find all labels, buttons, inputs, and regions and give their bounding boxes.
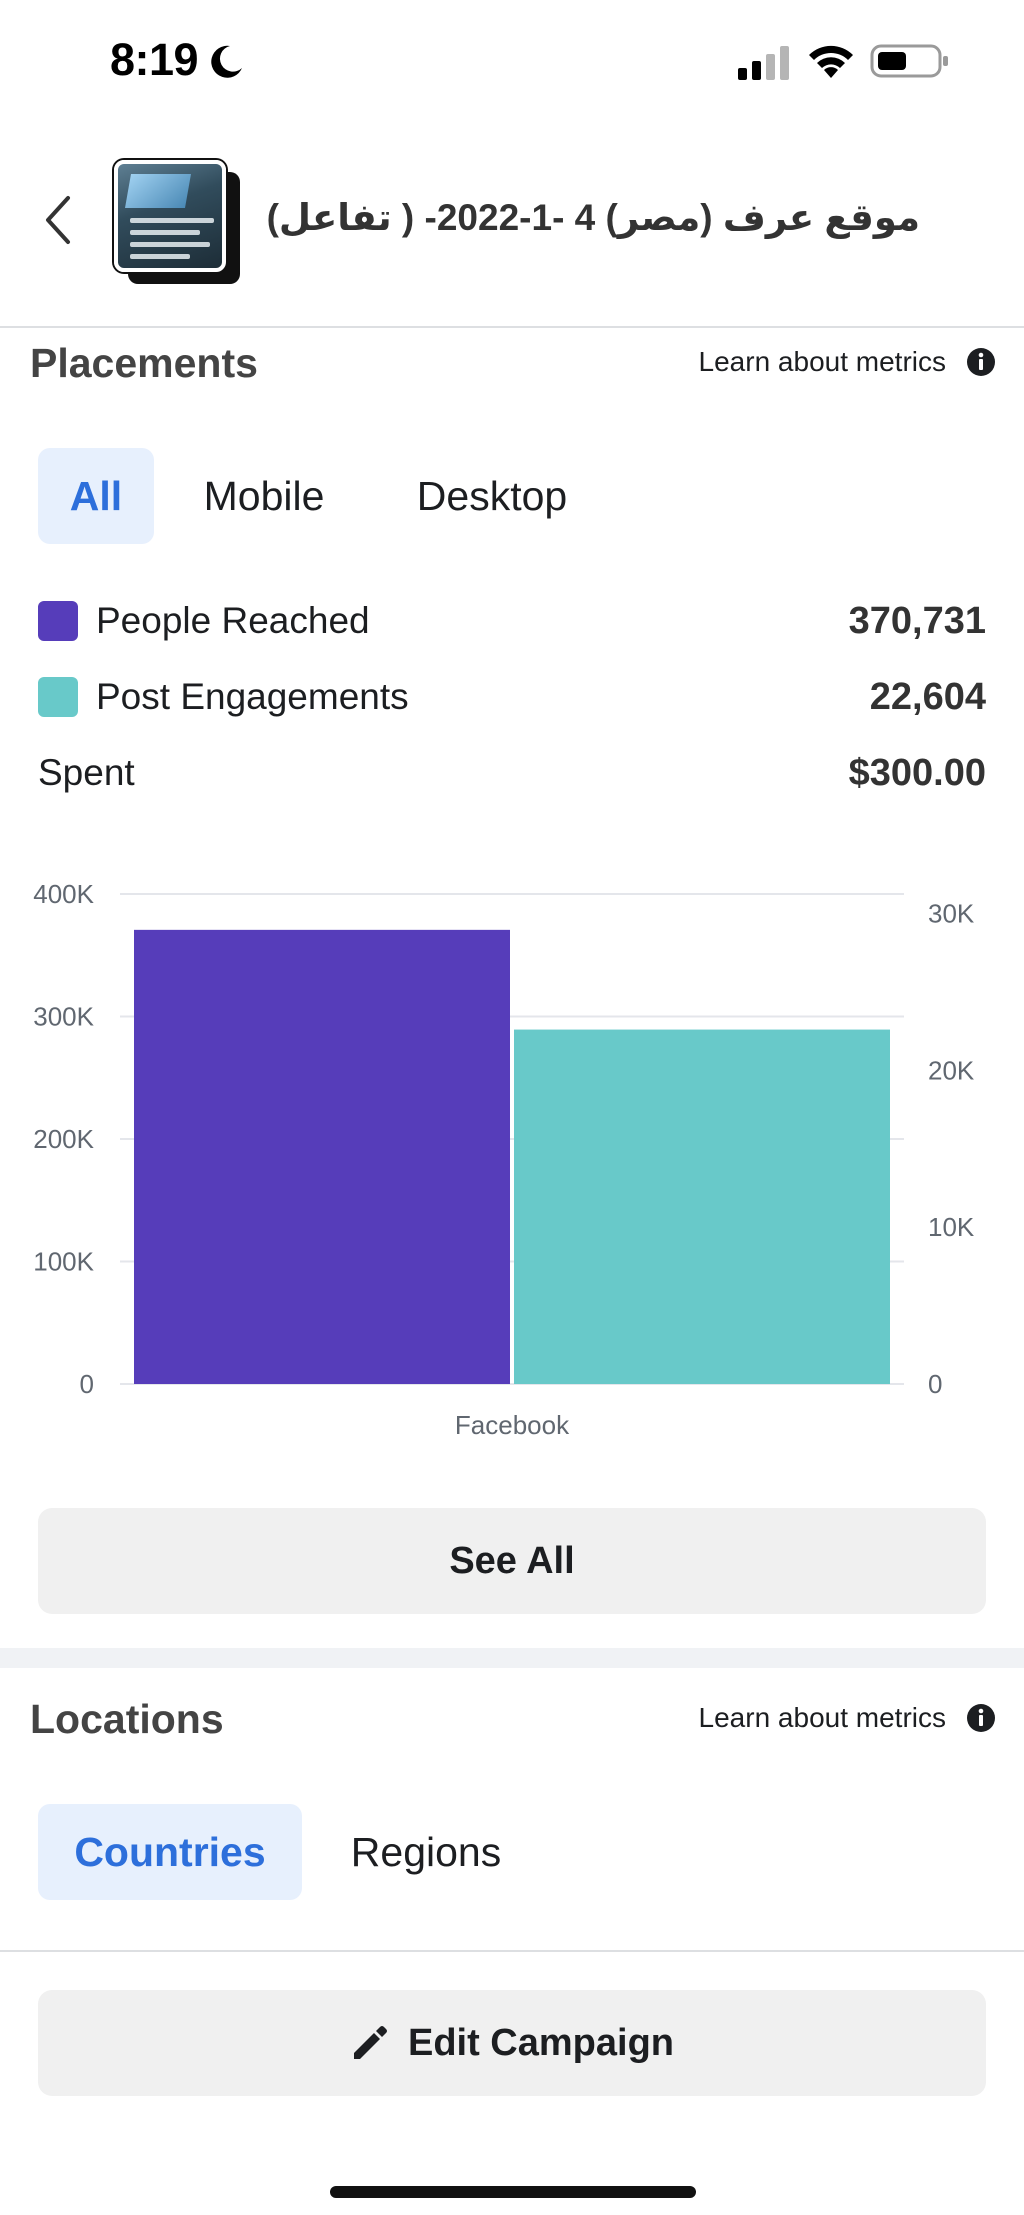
- campaign-header: موقع عرف (مصر) 4 -1-2022- ( تفاعل): [0, 130, 1024, 328]
- right-axis-tick-label: 0: [928, 1369, 942, 1399]
- left-axis-tick-label: 300K: [33, 1002, 94, 1032]
- right-axis-tick-label: 20K: [928, 1055, 975, 1085]
- pencil-icon: [353, 2026, 387, 2059]
- metric-value: $300.00: [848, 751, 986, 794]
- section-divider: [0, 1648, 1024, 1668]
- edit-campaign-label: Edit Campaign: [407, 2021, 675, 2064]
- campaign-thumbnail: [112, 158, 244, 290]
- placements-learn-metrics-link[interactable]: Learn about metrics: [698, 346, 946, 377]
- tab-countries[interactable]: Countries: [38, 1804, 302, 1900]
- bar-people-reached: [134, 929, 510, 1384]
- status-bar: 8:19: [0, 0, 1024, 120]
- post-engagements-swatch: [38, 677, 78, 717]
- info-icon[interactable]: [966, 347, 996, 377]
- info-icon[interactable]: [966, 1703, 996, 1733]
- tab-mobile[interactable]: Mobile: [203, 472, 325, 519]
- metric-value: 22,604: [869, 675, 986, 718]
- placements-bar-chart: 0 100K 200K 300K 400K 0 10K 20K 30K Facebook: [0, 860, 1024, 1460]
- tab-all[interactable]: All: [38, 448, 154, 544]
- edit-campaign-button[interactable]: Edit Campaign: [38, 1990, 986, 2096]
- tab-desktop[interactable]: Desktop: [416, 472, 568, 519]
- left-axis-tick-label: 200K: [33, 1124, 94, 1154]
- placements-title: Placements: [30, 340, 258, 386]
- right-axis-tick-label: 10K: [928, 1212, 975, 1242]
- chart-canvas: 0 100K 200K 300K 400K 0 10K 20K 30K Facebook: [33, 879, 975, 1440]
- back-chevron-icon[interactable]: [38, 190, 78, 250]
- right-axis-tick-label: 30K: [928, 899, 975, 929]
- metric-spent: Spent $300.00: [38, 748, 986, 798]
- metric-post-engagements: Post Engagements 22,604: [38, 672, 986, 722]
- left-axis-tick-label: 100K: [33, 1247, 94, 1277]
- category-label: Facebook: [455, 1410, 570, 1440]
- cellular-signal-icon: [738, 46, 789, 80]
- home-indicator: [330, 2186, 696, 2198]
- campaign-title: موقع عرف (مصر) 4 -1-2022- ( تفاعل): [266, 197, 920, 238]
- locations-title: Locations: [30, 1696, 224, 1742]
- status-time: 8:19: [110, 34, 199, 85]
- moon-icon: [211, 45, 242, 78]
- locations-learn-metrics-link[interactable]: Learn about metrics: [698, 1702, 946, 1733]
- footer-divider: [0, 1950, 1024, 1952]
- left-axis-tick-label: 0: [80, 1369, 94, 1399]
- people-reached-swatch: [38, 601, 78, 641]
- wifi-icon: [809, 45, 853, 78]
- metric-label: Spent: [38, 752, 135, 793]
- see-all-button[interactable]: See All: [38, 1508, 986, 1614]
- metric-label: Post Engagements: [96, 676, 409, 717]
- metric-value: 370,731: [848, 599, 986, 642]
- metric-people-reached: People Reached 370,731: [38, 596, 986, 646]
- left-axis-tick-label: 400K: [33, 879, 94, 909]
- metric-label: People Reached: [96, 600, 370, 641]
- battery-icon: [870, 44, 948, 78]
- tab-regions[interactable]: Regions: [350, 1828, 502, 1875]
- bar-post-engagements: [514, 1029, 890, 1384]
